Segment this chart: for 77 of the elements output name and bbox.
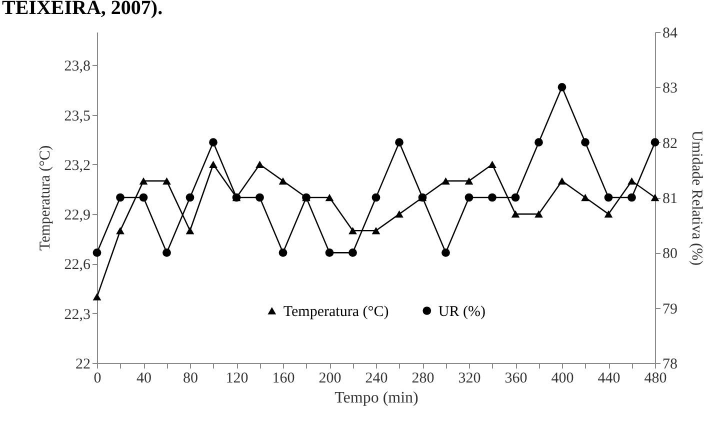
x-tick-label: 280	[412, 370, 434, 386]
point	[464, 177, 474, 185]
x-tick-label: 200	[318, 370, 342, 386]
text: TEIXEIRA, 2007).	[2, 0, 163, 19]
x-tick-label: 120	[226, 370, 248, 386]
x-tick-label: 0	[94, 370, 102, 386]
point	[628, 177, 636, 185]
point	[278, 177, 288, 185]
point	[256, 160, 264, 168]
y-tick-label: 22,6	[64, 257, 91, 274]
point	[628, 193, 636, 202]
point	[511, 210, 520, 218]
point	[604, 193, 613, 202]
point	[442, 248, 450, 257]
x-tick-label: 320	[458, 370, 481, 386]
point	[372, 226, 380, 234]
x-tick-label: 360	[504, 370, 528, 386]
point	[581, 194, 590, 202]
x-axis-title: Tempo (min)	[334, 390, 418, 406]
point	[372, 193, 380, 202]
y-tick-label: 23,8	[64, 58, 90, 75]
x-tick-label: 480	[644, 370, 667, 386]
point	[558, 177, 566, 185]
x-tick-label: 40	[136, 370, 152, 386]
point	[186, 226, 194, 234]
y2-tick-label: 80	[662, 246, 678, 262]
point	[186, 193, 194, 202]
point	[488, 193, 496, 202]
y-tick-label: 23,2	[64, 158, 90, 174]
point	[581, 138, 590, 147]
y2-axis-title: Umidade Relativa (%)	[688, 130, 704, 266]
point	[650, 138, 660, 147]
point	[488, 160, 496, 168]
x-tick-label: 440	[598, 370, 620, 386]
y-tick-label: 22	[76, 356, 90, 372]
point	[464, 193, 474, 202]
point	[116, 193, 124, 202]
x-tick-label: 80	[183, 370, 198, 386]
point	[256, 193, 264, 202]
point	[558, 82, 566, 92]
point	[92, 293, 102, 300]
y2-tick-label: 84	[662, 26, 678, 42]
y-tick-label: 22,9	[64, 208, 90, 224]
y-tick-label: 22,3	[64, 306, 90, 323]
point	[162, 248, 171, 257]
point	[442, 177, 450, 185]
y2-tick-label: 79	[662, 301, 678, 318]
point	[162, 177, 171, 185]
y2-tick-label: 83	[662, 80, 678, 97]
point	[139, 177, 148, 185]
point	[395, 138, 404, 147]
legend-label: UR (%)	[438, 304, 486, 320]
point	[139, 193, 148, 202]
x-tick-label: 160	[272, 370, 295, 386]
point	[348, 248, 357, 257]
y2-tick-label: 82	[662, 136, 678, 152]
point	[395, 210, 404, 218]
point	[604, 210, 613, 218]
point	[116, 226, 124, 234]
y-axis-title: Temperatura (°C)	[37, 145, 54, 251]
point	[278, 248, 288, 257]
point	[209, 160, 218, 168]
x-tick-label: 240	[365, 370, 388, 386]
point	[209, 138, 218, 147]
point	[511, 193, 520, 202]
point	[348, 226, 357, 234]
point	[650, 194, 660, 202]
point	[325, 194, 334, 202]
legend-label: Temperatura (°C)	[283, 304, 389, 320]
y-tick-label: 23,5	[64, 108, 90, 124]
y2-tick-label: 78	[662, 356, 678, 372]
point	[534, 138, 543, 147]
point	[534, 210, 543, 218]
point	[325, 248, 334, 257]
y2-tick-label: 81	[662, 191, 678, 207]
x-tick-label: 400	[551, 370, 574, 386]
point	[92, 248, 102, 257]
